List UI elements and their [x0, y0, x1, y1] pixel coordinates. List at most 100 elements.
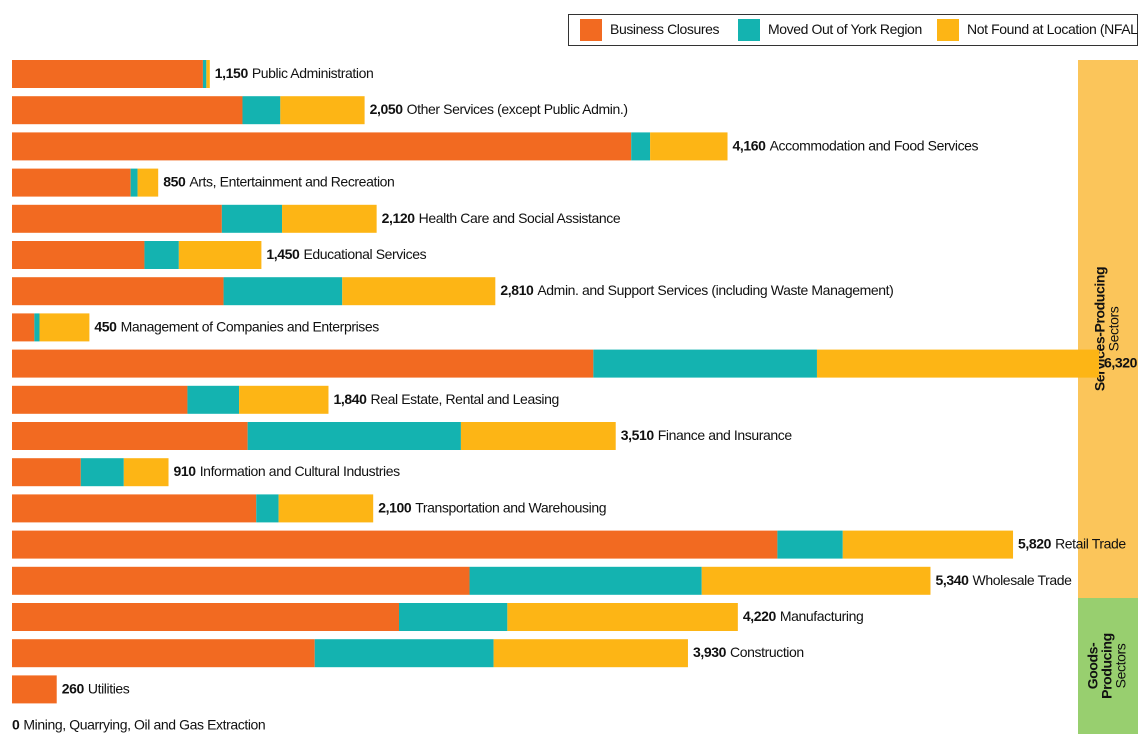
bar-segment — [12, 639, 315, 668]
bar-label: 4,220 Manufacturing — [743, 608, 864, 624]
category-label: Transportation and Warehousing — [415, 499, 606, 515]
bar-segment — [123, 458, 169, 487]
bar-segment — [816, 349, 1100, 378]
bar-label: 4,160 Accommodation and Food Services — [733, 137, 979, 153]
category-label: Management of Companies and Enterprises — [121, 318, 380, 334]
bar-segment — [221, 204, 283, 233]
bar-segment — [342, 277, 496, 306]
total-label: 1,450 — [266, 246, 300, 262]
bar-label: 2,050 Other Services (except Public Admin… — [370, 101, 628, 117]
bar-label: 1,150 Public Administration — [215, 65, 374, 81]
total-label: 0 — [12, 716, 20, 732]
bar-segment — [12, 204, 222, 233]
group-label: Producing — [1099, 633, 1115, 699]
category-label: Public Administration — [252, 65, 374, 81]
category-label: Health Care and Social Assistance — [419, 210, 621, 226]
bar-segment — [12, 530, 778, 559]
legend-box — [568, 14, 1138, 46]
total-label: 4,160 — [733, 137, 767, 153]
total-label: 450 — [94, 318, 117, 334]
bar-segment — [12, 60, 203, 88]
legend-swatch — [580, 19, 602, 41]
total-label: 1,840 — [333, 391, 367, 407]
bar-segment — [239, 385, 329, 414]
total-label: 2,120 — [382, 210, 416, 226]
bar-segment — [80, 458, 124, 487]
bar-segment — [12, 385, 188, 414]
bar-segment — [278, 494, 374, 523]
category-label: Utilities — [88, 680, 130, 696]
bar-segment — [12, 132, 632, 161]
bar-segment — [282, 204, 377, 233]
bar-segment — [12, 422, 248, 450]
bar-segment — [34, 313, 40, 342]
total-label: 260 — [62, 680, 85, 696]
category-label: Educational Services — [303, 246, 426, 262]
total-label: 5,820 — [1018, 535, 1052, 551]
bar-segment — [314, 639, 494, 668]
bar-label: 0 Mining, Quarrying, Oil and Gas Extracti… — [12, 716, 265, 732]
bar-segment — [12, 566, 470, 595]
total-label: 1,150 — [215, 65, 249, 81]
bar-segment — [178, 241, 262, 269]
group-band — [1078, 60, 1138, 598]
category-label: Manufacturing — [780, 608, 864, 624]
bar-label: 1,450 Educational Services — [266, 246, 426, 262]
bar-segment — [256, 494, 279, 523]
bar-segment — [593, 349, 817, 378]
bar-label: 450 Management of Companies and Enterpris… — [94, 318, 379, 334]
bar-label: 3,510 Finance and Insurance — [621, 427, 793, 443]
bar-segment — [12, 277, 224, 306]
category-label: Finance and Insurance — [658, 427, 793, 443]
bar-segment — [137, 168, 159, 197]
category-label: Other Services (except Public Admin.) — [407, 101, 628, 117]
bar-segment — [460, 422, 616, 450]
bar-segment — [631, 132, 651, 161]
bar-segment — [12, 349, 594, 378]
legend-label: Business Closures — [610, 21, 720, 37]
legend-label: Not Found at Location (NFAL) — [967, 21, 1138, 37]
bar-label: 1,840 Real Estate, Rental and Leasing — [333, 391, 558, 407]
bar-label: 2,810 Admin. and Support Services (includ… — [500, 282, 893, 298]
bar-segment — [493, 639, 688, 668]
bar-segment — [399, 603, 508, 631]
bar-segment — [130, 168, 138, 197]
total-label: 3,930 — [693, 644, 727, 660]
bar-label: 2,100 Transportation and Warehousing — [378, 499, 606, 515]
bar-label: 5,340 Wholesale Trade — [935, 572, 1072, 588]
bar-label: 2,120 Health Care and Social Assistance — [382, 210, 621, 226]
bar-label: 5,820 Retail Trade — [1018, 535, 1126, 551]
bar-segment — [280, 96, 365, 125]
bar-segment — [507, 603, 738, 631]
bar-label: 850 Arts, Entertainment and Recreation — [163, 173, 394, 189]
bar-segment — [650, 132, 728, 161]
bar-segment — [12, 313, 35, 342]
total-label: 910 — [174, 463, 197, 479]
bar-segment — [469, 566, 702, 595]
bar-segment — [12, 168, 131, 197]
total-label: 2,100 — [378, 499, 412, 515]
bar-segment — [12, 96, 243, 125]
bar-segment — [144, 241, 179, 269]
total-label: 4,220 — [743, 608, 777, 624]
total-label: 2,810 — [500, 282, 534, 298]
bar-segment — [12, 494, 257, 523]
bar-label: 910 Information and Cultural Industries — [174, 463, 401, 479]
bar-label: 3,930 Construction — [693, 644, 804, 660]
total-label: 850 — [163, 173, 186, 189]
bar-segment — [223, 277, 343, 306]
legend: Business Closures Moved Out of York Regio… — [568, 14, 1138, 46]
legend-label: Moved Out of York Region — [768, 21, 922, 37]
group-band — [1078, 598, 1138, 734]
category-label: Real Estate, Rental and Leasing — [371, 391, 559, 407]
category-label: Construction — [730, 644, 804, 660]
bar-segment — [12, 458, 81, 487]
legend-swatch — [738, 19, 760, 41]
total-label: 3,510 — [621, 427, 655, 443]
bar-segment — [701, 566, 931, 595]
bar-label: 260 Utilities — [62, 680, 130, 696]
bar-segment — [842, 530, 1014, 559]
bar-segment — [202, 60, 207, 88]
bar-segment — [12, 603, 399, 631]
